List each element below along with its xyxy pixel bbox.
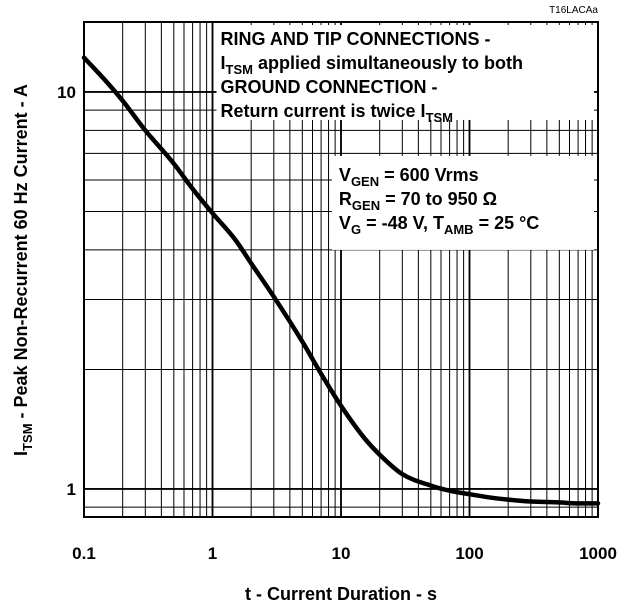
annotation-line: Return current is twice ITSM bbox=[221, 101, 454, 125]
annotation-line: RING AND TIP CONNECTIONS - bbox=[221, 29, 491, 49]
y-axis-title-main: I bbox=[11, 451, 31, 456]
annotation-boxes bbox=[216, 25, 594, 250]
x-axis-title: t - Current Duration - s bbox=[245, 584, 437, 604]
x-tick-label: 100 bbox=[455, 544, 483, 563]
y-axis-title: ITSM - Peak Non-Recurrent 60 Hz Current … bbox=[11, 84, 35, 456]
annotation-line: VG = -48 V, TAMB = 25 °C bbox=[339, 213, 539, 237]
annotation-line: RGEN = 70 to 950 Ω bbox=[339, 189, 497, 213]
chart-code: T16LACAa bbox=[549, 5, 598, 16]
annotation-line: GROUND CONNECTION - bbox=[221, 77, 438, 97]
annotation-connections: RING AND TIP CONNECTIONS - ITSM applied s… bbox=[221, 29, 524, 125]
x-tick-label: 10 bbox=[332, 544, 351, 563]
annotation-box-connections bbox=[216, 25, 594, 120]
series-line bbox=[81, 55, 601, 506]
y-axis-title-rest: - Peak Non-Recurrent 60 Hz Current - A bbox=[11, 84, 31, 423]
x-tick-label: 1000 bbox=[579, 544, 617, 563]
annotation-line: VGEN = 600 Vrms bbox=[339, 165, 479, 189]
x-tick-label: 0.1 bbox=[72, 544, 96, 563]
y-tick-label: 10 bbox=[57, 83, 76, 102]
annotation-box-conditions bbox=[331, 155, 594, 250]
y-tick-labels: 1 10 bbox=[57, 83, 76, 499]
annotation-line: ITSM applied simultaneously to both bbox=[221, 53, 524, 77]
y-axis-title-sub: TSM bbox=[20, 423, 35, 450]
y-tick-label: 1 bbox=[67, 480, 76, 499]
x-tick-labels: 0.1 1 10 100 1000 bbox=[72, 544, 617, 563]
plot-frame bbox=[83, 21, 599, 518]
x-tick-label: 1 bbox=[208, 544, 217, 563]
